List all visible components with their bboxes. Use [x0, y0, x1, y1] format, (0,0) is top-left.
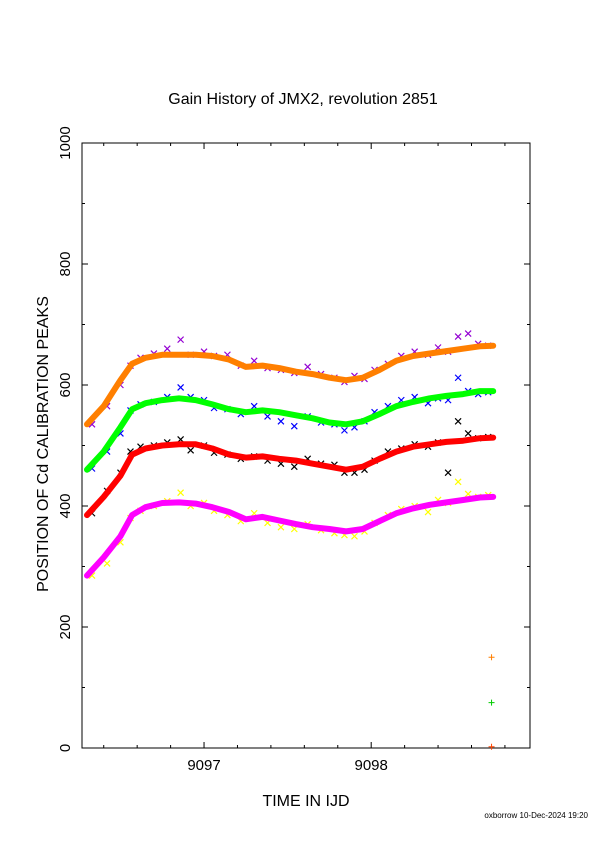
y-axis-label: POSITION OF Cd CALIBRATION PEAKS: [35, 296, 52, 592]
data-point: [290, 422, 298, 430]
data-point: [464, 429, 472, 437]
data-point: [454, 417, 462, 425]
data-point: [444, 469, 452, 477]
fit-line-series: [84, 388, 497, 473]
y-tick-label: 200: [57, 614, 74, 639]
data-point: [163, 345, 171, 353]
x-tick-label: 9097: [187, 757, 220, 774]
y-tick-label: 0: [57, 744, 74, 752]
data-point: [177, 336, 185, 344]
data-point: [454, 478, 462, 486]
x-axis-tick-labels: 9097 9098: [187, 757, 388, 774]
y-tick-label: 800: [57, 251, 74, 276]
data-point: [264, 413, 271, 420]
fit-line-series: [84, 434, 497, 519]
data-point: [454, 374, 462, 382]
chart-title: Gain History of JMX2, revolution 2851: [168, 91, 438, 108]
data-point: [351, 532, 358, 540]
y-tick-label: 600: [57, 372, 74, 397]
plus-marker: [488, 654, 495, 661]
data-point: [277, 523, 285, 531]
data-point: [250, 357, 258, 365]
fit-line-series: [84, 342, 497, 428]
scatter-series: [88, 478, 492, 579]
data-point: [177, 383, 185, 391]
data-point: [277, 417, 285, 425]
data-point: [464, 490, 472, 498]
data-point: [304, 363, 312, 371]
series-layer: [84, 330, 497, 750]
y-tick-label: 400: [57, 493, 74, 518]
plus-marker: [488, 743, 495, 750]
data-point: [187, 446, 195, 454]
x-axis-label: TIME IN IJD: [262, 793, 349, 810]
data-point: [454, 333, 462, 341]
data-point: [424, 508, 432, 516]
y-axis-tick-labels: 0 200 400 600 800 1000: [57, 126, 74, 752]
axis-ticks: [82, 142, 530, 749]
plus-marker: [488, 699, 495, 706]
footer-credit: oxborrow 10-Dec-2024 19:20: [484, 811, 588, 820]
data-point: [341, 426, 348, 434]
data-point: [464, 330, 472, 337]
data-point: [103, 560, 111, 567]
data-point: [290, 463, 298, 471]
fit-line-series: [84, 493, 497, 579]
data-point: [177, 489, 185, 497]
x-tick-label: 9098: [355, 757, 388, 774]
scatter-series: [88, 417, 492, 517]
y-tick-label: 1000: [57, 126, 74, 159]
